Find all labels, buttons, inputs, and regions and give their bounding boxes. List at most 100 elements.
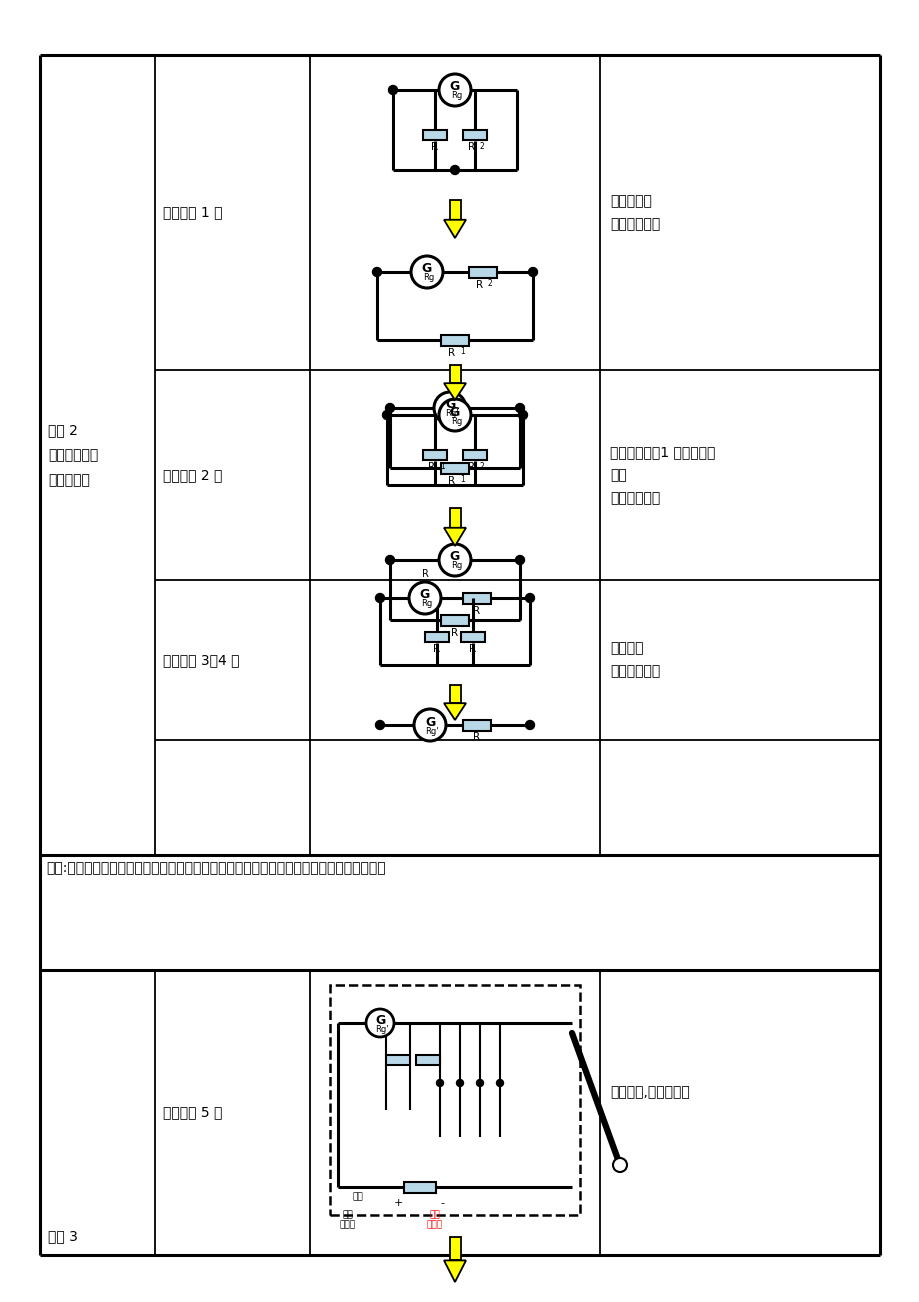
Text: Rg': Rg': [375, 1025, 389, 1034]
Text: 1: 1: [439, 462, 444, 471]
Text: 2: 2: [487, 280, 493, 289]
Circle shape: [476, 1079, 483, 1086]
Bar: [330, 986, 579, 1215]
Circle shape: [388, 86, 397, 95]
Text: 2: 2: [480, 462, 484, 471]
FancyBboxPatch shape: [423, 130, 447, 141]
Circle shape: [434, 392, 466, 424]
Text: G: G: [425, 716, 435, 729]
Text: 串联分压
可以测大电阻: 串联分压 可以测大电阻: [609, 642, 660, 678]
Text: Rg: Rg: [451, 417, 462, 426]
Text: 点评:多用电表测直流电流和电压的原理，实质上就是我们在上一章学过的分流和分压原理，: 点评:多用电表测直流电流和电压的原理，实质上就是我们在上一章学过的分流和分压原理…: [46, 861, 385, 875]
Text: R: R: [431, 142, 438, 152]
Text: R: R: [448, 475, 455, 486]
Text: Rg': Rg': [425, 727, 438, 736]
Text: G: G: [419, 589, 430, 602]
Text: Rg: Rg: [451, 91, 462, 100]
Text: 档位接在 3、4 处: 档位接在 3、4 处: [163, 654, 239, 667]
Circle shape: [450, 165, 459, 174]
Text: 1: 1: [460, 475, 464, 484]
Polygon shape: [444, 220, 466, 238]
Polygon shape: [449, 201, 460, 220]
Text: 黑表笔: 黑表笔: [339, 1220, 356, 1229]
Text: +: +: [393, 1198, 403, 1208]
Text: 2: 2: [480, 142, 484, 151]
Text: Rg': Rg': [445, 410, 459, 418]
Text: R: R: [469, 643, 476, 654]
Circle shape: [372, 267, 381, 276]
FancyBboxPatch shape: [460, 631, 484, 642]
Text: 负极: 负极: [342, 1210, 353, 1219]
Text: 并联分流，
可以测大电流: 并联分流， 可以测大电流: [609, 194, 660, 230]
Text: 并联分流，较1 处并联的电
阻小
可以测大电流: 并联分流，较1 处并联的电 阻小 可以测大电流: [609, 445, 715, 505]
Text: 红表笔: 红表笔: [426, 1220, 443, 1229]
Text: R: R: [428, 462, 435, 473]
Polygon shape: [449, 365, 460, 383]
Text: G: G: [374, 1013, 385, 1026]
FancyBboxPatch shape: [440, 335, 469, 345]
Text: 闭合电路,可以测电阻: 闭合电路,可以测电阻: [609, 1086, 689, 1099]
FancyBboxPatch shape: [425, 631, 448, 642]
FancyBboxPatch shape: [415, 1055, 439, 1065]
Text: 正极: 正极: [429, 1210, 440, 1219]
Circle shape: [382, 410, 391, 419]
FancyBboxPatch shape: [440, 615, 469, 625]
Text: R: R: [468, 142, 475, 152]
Text: 档位接在 2 处: 档位接在 2 处: [163, 467, 222, 482]
Circle shape: [515, 404, 524, 413]
Circle shape: [528, 267, 537, 276]
Text: R: R: [476, 280, 483, 289]
Circle shape: [496, 1079, 503, 1086]
Circle shape: [438, 544, 471, 575]
Circle shape: [438, 398, 471, 431]
Text: R: R: [468, 462, 475, 473]
Text: Rg: Rg: [451, 561, 462, 570]
Polygon shape: [444, 383, 466, 400]
Text: G: G: [449, 81, 460, 94]
Text: G: G: [422, 263, 432, 276]
Text: Rg: Rg: [421, 599, 432, 608]
Circle shape: [414, 710, 446, 741]
Circle shape: [438, 74, 471, 105]
Circle shape: [385, 404, 394, 413]
Text: 调零: 调零: [352, 1193, 363, 1200]
Text: R: R: [451, 628, 458, 638]
FancyBboxPatch shape: [469, 267, 496, 277]
Text: 事件 3: 事件 3: [48, 1229, 78, 1243]
Text: 档位接在 5 处: 档位接在 5 处: [163, 1105, 222, 1120]
Text: R: R: [448, 348, 455, 358]
FancyBboxPatch shape: [386, 1055, 410, 1065]
Text: R: R: [433, 643, 440, 654]
Text: 1: 1: [460, 348, 464, 357]
Text: R: R: [473, 733, 480, 742]
FancyBboxPatch shape: [403, 1181, 436, 1193]
Circle shape: [411, 256, 443, 288]
FancyBboxPatch shape: [462, 592, 491, 604]
Polygon shape: [449, 1237, 460, 1260]
Circle shape: [515, 556, 524, 565]
Circle shape: [612, 1157, 627, 1172]
Polygon shape: [449, 685, 460, 703]
Text: R: R: [473, 605, 480, 616]
Text: 事件 2
化简测电流、
电压电路图: 事件 2 化简测电流、 电压电路图: [48, 423, 98, 487]
FancyBboxPatch shape: [462, 720, 491, 730]
Circle shape: [409, 582, 440, 615]
Circle shape: [375, 594, 384, 603]
FancyBboxPatch shape: [462, 450, 486, 460]
Circle shape: [385, 556, 394, 565]
Text: G: G: [449, 405, 460, 418]
FancyBboxPatch shape: [423, 450, 447, 460]
FancyBboxPatch shape: [462, 130, 486, 141]
Circle shape: [436, 1079, 443, 1086]
Text: G: G: [449, 551, 460, 564]
Text: R: R: [421, 569, 428, 579]
Circle shape: [456, 1079, 463, 1086]
Circle shape: [525, 720, 534, 729]
Circle shape: [525, 594, 534, 603]
Polygon shape: [444, 1260, 466, 1282]
Text: -: -: [439, 1198, 444, 1208]
Circle shape: [375, 720, 384, 729]
Text: 档位接在 1 处: 档位接在 1 处: [163, 206, 222, 220]
Circle shape: [518, 410, 527, 419]
Polygon shape: [444, 703, 466, 720]
